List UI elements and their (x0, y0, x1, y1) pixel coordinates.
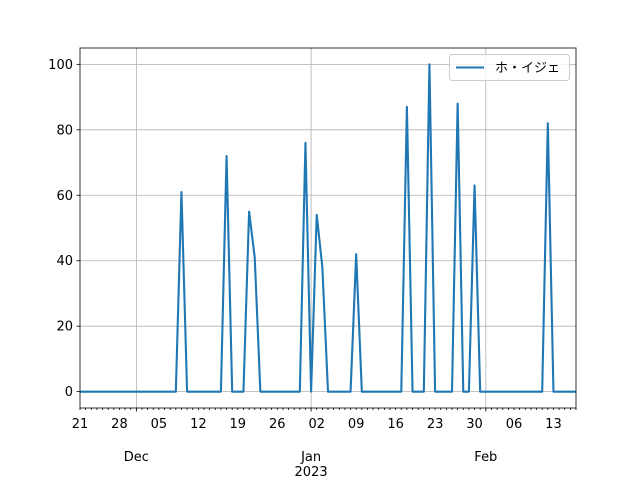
x-month-label: Dec (124, 450, 149, 465)
x-tick-label: 21 (72, 417, 89, 432)
x-tick-label: 05 (151, 417, 168, 432)
legend: ホ・イジェ (449, 54, 570, 81)
legend-frame (449, 54, 570, 81)
y-tick-label: 20 (56, 320, 73, 335)
x-year-label: 2023 (295, 465, 328, 480)
plot-area (80, 48, 576, 408)
y-tick-label: 100 (48, 58, 73, 73)
x-tick-label: 26 (269, 417, 286, 432)
legend-label: ホ・イジェ (495, 61, 560, 76)
series-line (80, 63, 576, 393)
x-tick-label: 23 (427, 417, 444, 432)
x-tick-label: 28 (111, 417, 128, 432)
x-month-label: Jan (300, 450, 321, 465)
y-axis: 0 20 40 60 80 100 (48, 58, 80, 400)
y-tick-label: 60 (56, 189, 73, 204)
x-tick-label: 30 (466, 417, 483, 432)
series-layer (80, 63, 576, 393)
x-tick-label: 16 (387, 417, 404, 432)
x-tick-label: 02 (308, 417, 325, 432)
x-tick-label: 09 (348, 417, 365, 432)
y-tick-label: 0 (65, 385, 73, 400)
x-tick-label: 12 (190, 417, 207, 432)
x-tick-label: 13 (545, 417, 562, 432)
x-tick-label: 19 (230, 417, 247, 432)
x-month-label: Feb (474, 450, 497, 465)
x-tick-label: 06 (506, 417, 523, 432)
y-tick-label: 80 (56, 123, 73, 138)
y-tick-label: 40 (56, 254, 73, 269)
